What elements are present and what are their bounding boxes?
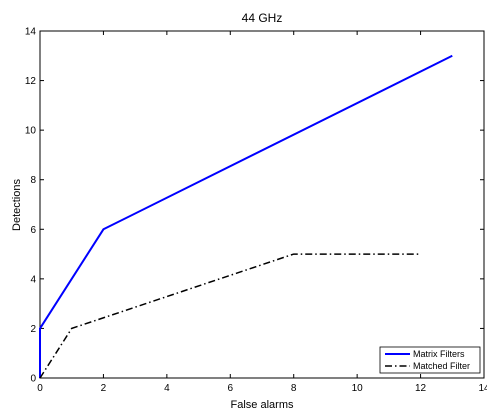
y-tick-label: 14: [25, 27, 37, 38]
chart-title: 44 GHz: [242, 11, 283, 25]
y-tick-label: 2: [30, 324, 36, 335]
x-axis-label: False alarms: [231, 399, 294, 411]
y-tick-label: 8: [30, 175, 36, 186]
legend-box: [379, 346, 481, 374]
x-tick-label: 8: [291, 383, 297, 394]
y-tick-label: 10: [25, 126, 37, 137]
series-line-matched-filter: [39, 253, 421, 379]
x-tick-label: 10: [352, 383, 364, 394]
x-tick-label: 0: [37, 383, 43, 394]
legend-label-matrix-filters: Matrix Filters: [413, 349, 465, 359]
x-tick-label: 14: [478, 383, 487, 394]
legend-label-matched-filter: Matched Filter: [413, 361, 470, 371]
y-axis-label: Detections: [11, 179, 23, 231]
plot-area: [39, 30, 485, 379]
x-tick-label: 6: [228, 383, 234, 394]
legend: Matrix Filters Matched Filter: [379, 346, 481, 374]
y-tick-label: 4: [30, 274, 36, 285]
series-layer: [39, 54, 453, 379]
axis-ticks: 0 2 4 6 8 10 12 14 0 2 4 6 8 10 12 14: [25, 27, 487, 395]
x-tick-label: 4: [164, 383, 170, 394]
x-tick-label: 2: [101, 383, 107, 394]
x-tick-label: 12: [415, 383, 427, 394]
series-line-matrix-filters: [39, 54, 453, 378]
y-tick-label: 6: [30, 225, 36, 236]
y-tick-label: 0: [30, 374, 36, 385]
y-tick-label: 12: [25, 76, 37, 87]
